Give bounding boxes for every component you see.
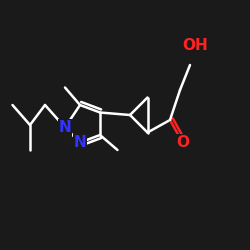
Text: N: N: [74, 135, 86, 150]
Text: N: N: [58, 120, 71, 135]
Text: O: O: [176, 135, 189, 150]
Text: OH: OH: [182, 38, 208, 52]
